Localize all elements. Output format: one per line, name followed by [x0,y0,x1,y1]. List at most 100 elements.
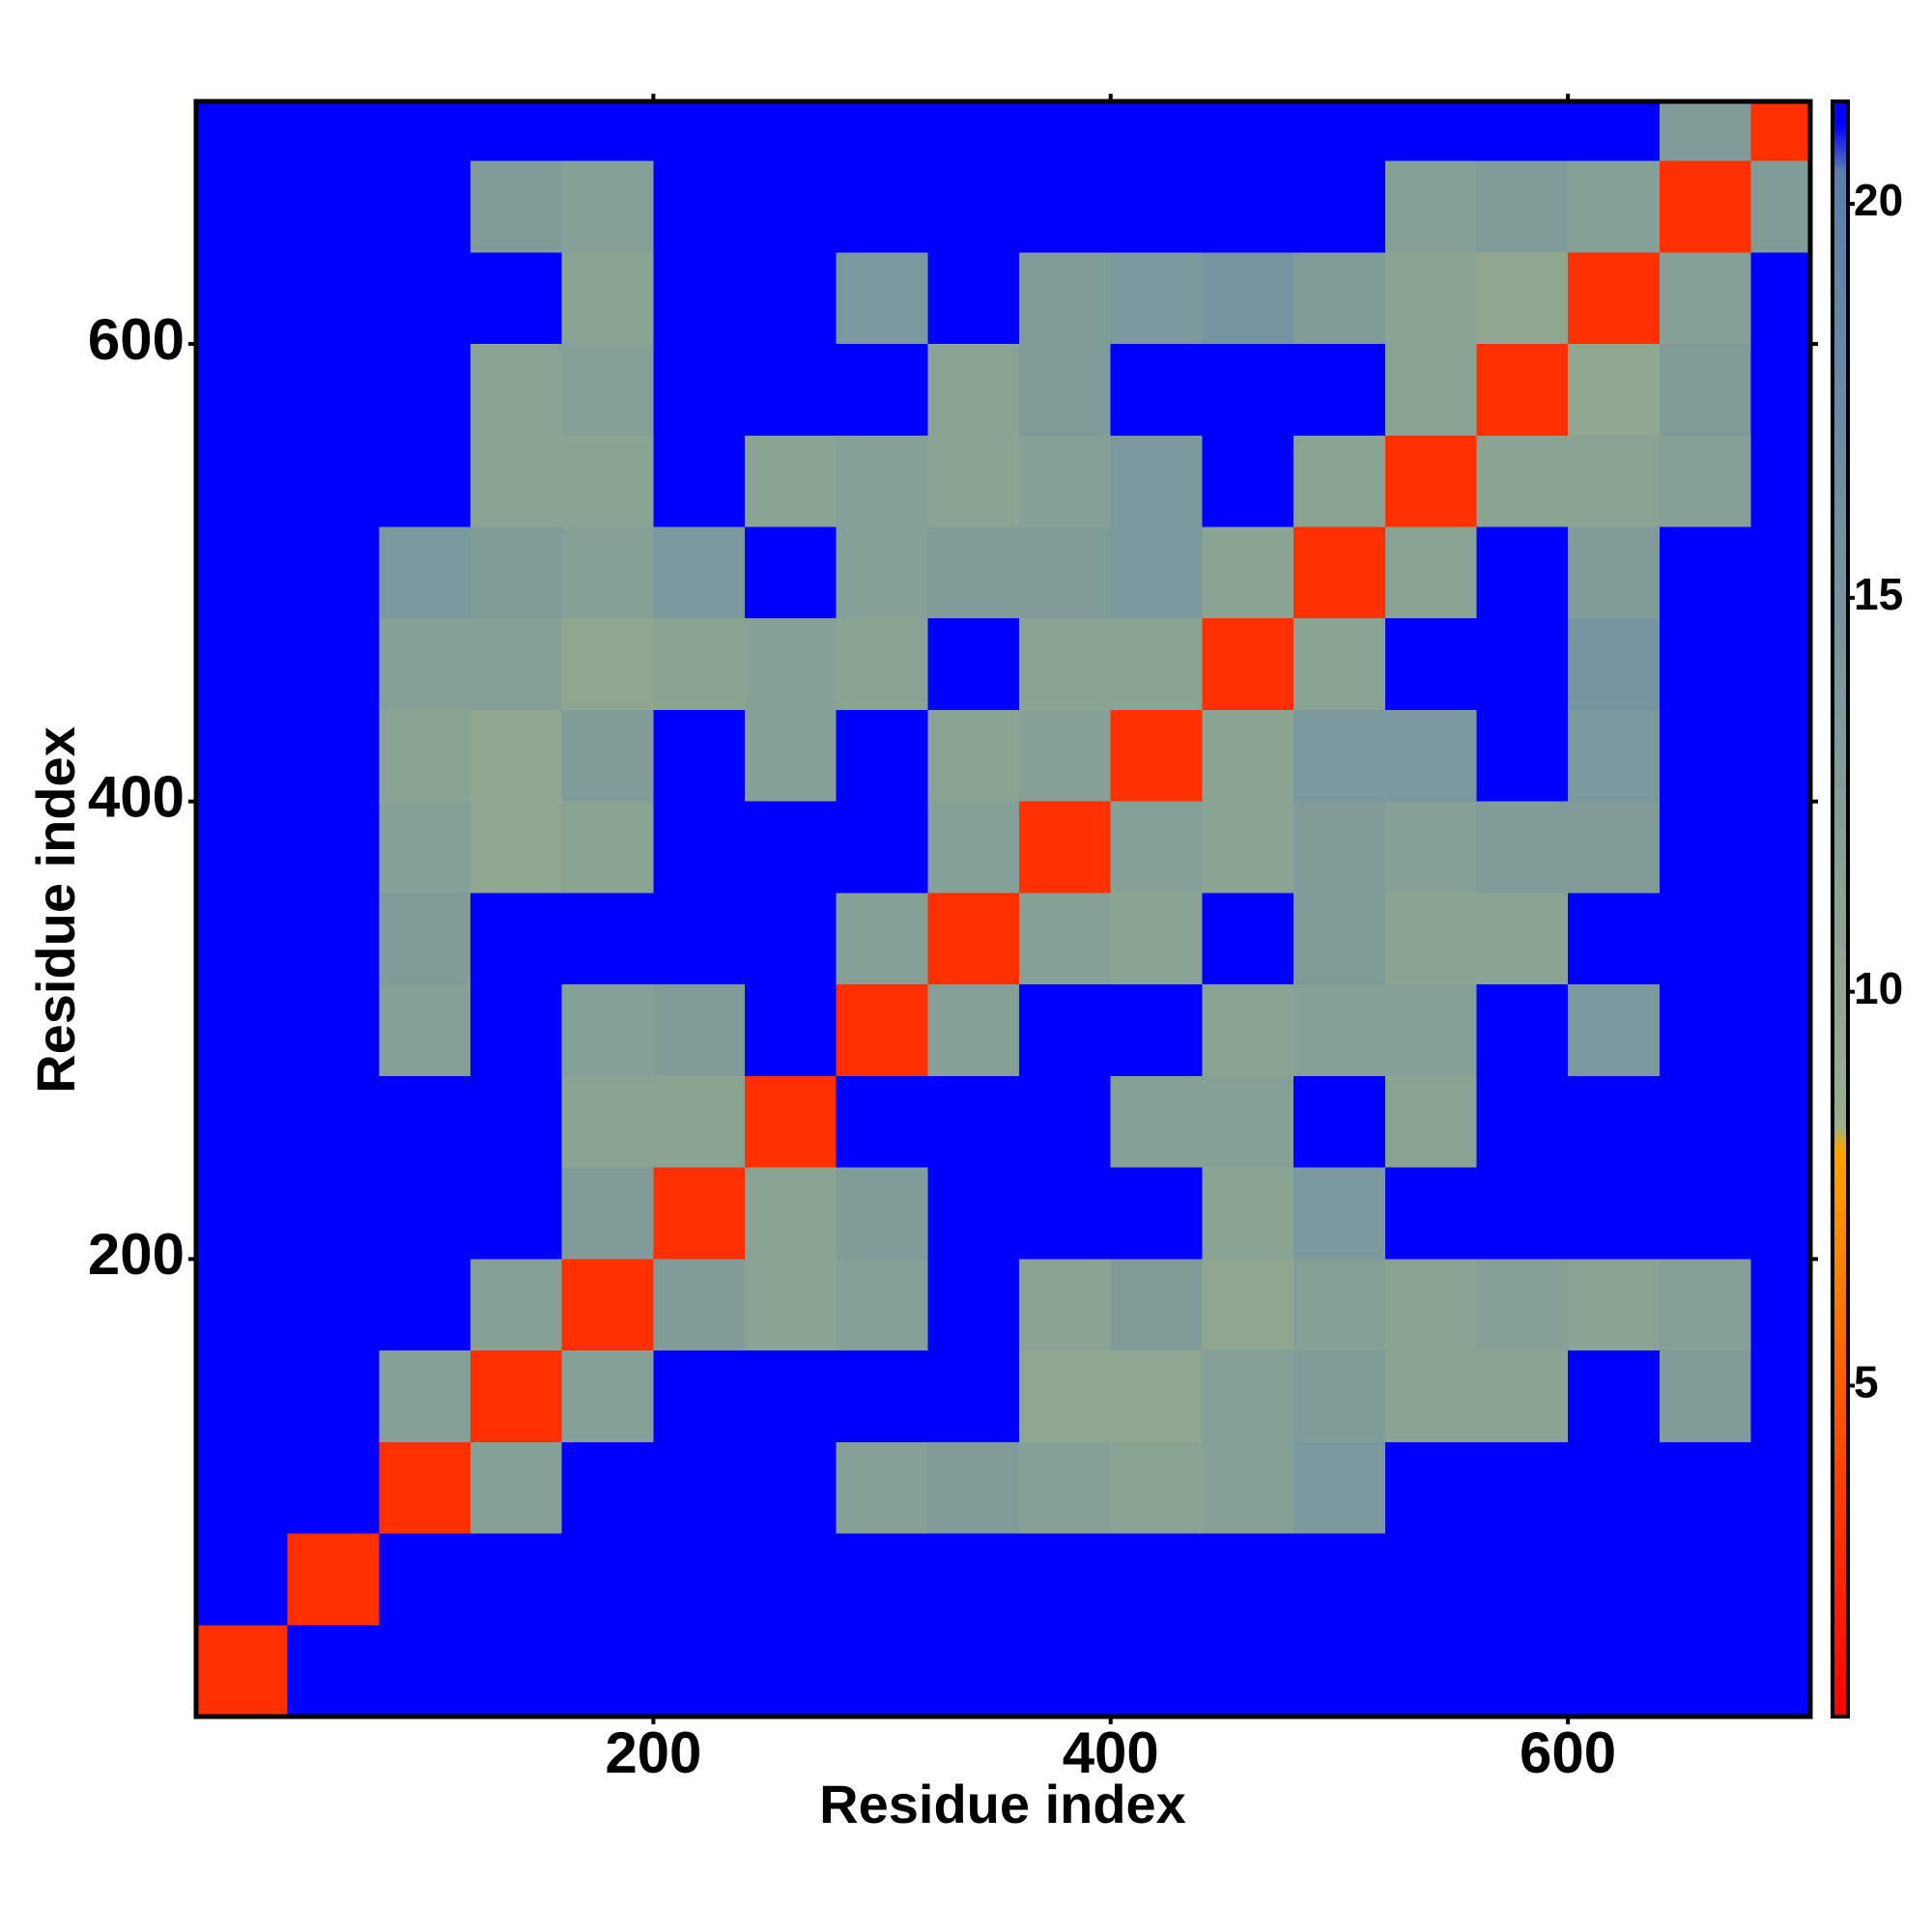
heatmap-cell [745,101,837,161]
heatmap-cell [1384,1625,1477,1717]
heatmap-cell [1019,618,1111,710]
heatmap-cell [196,1350,288,1442]
heatmap-cell [1568,526,1660,619]
heatmap-cell [745,984,837,1076]
heatmap [196,101,1810,1717]
heatmap-cell [1476,344,1569,436]
x-tick-label: 600 [1520,1720,1616,1785]
x-axis-title: Residue index [819,1774,1186,1834]
heatmap-cell [1110,1075,1203,1168]
heatmap-cell [287,893,380,985]
heatmap-cell [561,1625,654,1717]
heatmap-cell [1659,526,1751,619]
heatmap-cell [379,160,471,253]
heatmap-cell [379,618,471,710]
x-tick-label: 400 [1063,1720,1159,1785]
heatmap-cell [196,101,288,161]
heatmap-cell [1202,344,1294,436]
heatmap-cell [196,893,288,985]
heatmap-cell [379,1441,471,1534]
heatmap-cell [1476,1441,1569,1534]
heatmap-cell [1750,1167,1810,1260]
heatmap-cell [927,1075,1020,1168]
heatmap-cell [1476,101,1569,161]
heatmap-cell [927,801,1020,894]
heatmap-cell [1750,984,1810,1076]
heatmap-cell [927,1259,1020,1351]
heatmap-cell [470,1167,562,1260]
heatmap-cell [470,1350,562,1442]
heatmap-cell [1110,1259,1203,1351]
heatmap-cell [745,344,837,436]
heatmap-cell [745,1625,837,1717]
heatmap-cell [287,1259,380,1351]
heatmap-cell [745,801,837,894]
heatmap-cell [287,618,380,710]
heatmap-cell [836,1625,928,1717]
heatmap-cell [1384,1259,1477,1351]
heatmap-cell [287,801,380,894]
heatmap-cell [1293,1533,1385,1626]
heatmap-cell [1293,1350,1385,1442]
heatmap-cell [1293,1625,1385,1717]
heatmap-cell [1293,1075,1385,1168]
heatmap-cell [836,101,928,161]
heatmap-cell [287,526,380,619]
heatmap-cell [196,1075,288,1168]
heatmap-cell [1476,435,1569,527]
heatmap-cell [1476,1259,1569,1351]
heatmap-cell [745,160,837,253]
heatmap-cell [1750,709,1810,802]
heatmap-cell [1202,101,1294,161]
heatmap-cell [1019,893,1111,985]
heatmap-cell [836,893,928,985]
heatmap-cell [653,709,746,802]
heatmap-cell [1476,984,1569,1076]
heatmap-cell [836,1441,928,1534]
axes: 200 400 600 200 400 600 5 10 15 20 [88,94,1903,1785]
heatmap-cell [1202,160,1294,253]
heatmap-cell [927,1625,1020,1717]
heatmap-cell [196,984,288,1076]
heatmap-cell [470,1533,562,1626]
heatmap-cell [1110,252,1203,345]
heatmap-cell [1750,1075,1810,1168]
heatmap-cell [470,893,562,985]
heatmap-cell [379,435,471,527]
heatmap-cell [1019,526,1111,619]
heatmap-cell [1659,1075,1751,1168]
heatmap-cell [561,1167,654,1260]
heatmap-cell [1110,618,1203,710]
heatmap-cell [1293,1259,1385,1351]
heatmap-cell [470,1259,562,1351]
heatmap-cell [1750,252,1810,345]
heatmap-cell [653,984,746,1076]
colorbar [1831,99,1850,1719]
heatmap-cell [1659,801,1751,894]
heatmap-cell [1019,984,1111,1076]
heatmap-cell [836,618,928,710]
heatmap-cell [836,252,928,345]
heatmap-cell [1750,618,1810,710]
y-tick-label: 200 [88,1222,185,1287]
heatmap-cell [836,160,928,253]
heatmap-cell [287,1533,380,1626]
heatmap-cell [1750,1533,1810,1626]
heatmap-cell [196,435,288,527]
heatmap-cell [1568,1167,1660,1260]
colorbar-tick-label: 20 [1854,175,1903,225]
heatmap-cell [927,984,1020,1076]
heatmap-cell [1568,160,1660,253]
heatmap-cell [1476,160,1569,253]
heatmap-cell [196,709,288,802]
heatmap-cell [1384,1075,1477,1168]
heatmap-cell [1019,1533,1111,1626]
heatmap-cell [927,101,1020,161]
heatmap-cell [653,1533,746,1626]
heatmap-cell [1568,1533,1660,1626]
colorbar-tick-label: 10 [1854,963,1903,1013]
heatmap-cell [1110,709,1203,802]
heatmap-cell [745,1075,837,1168]
heatmap-cell [561,1533,654,1626]
